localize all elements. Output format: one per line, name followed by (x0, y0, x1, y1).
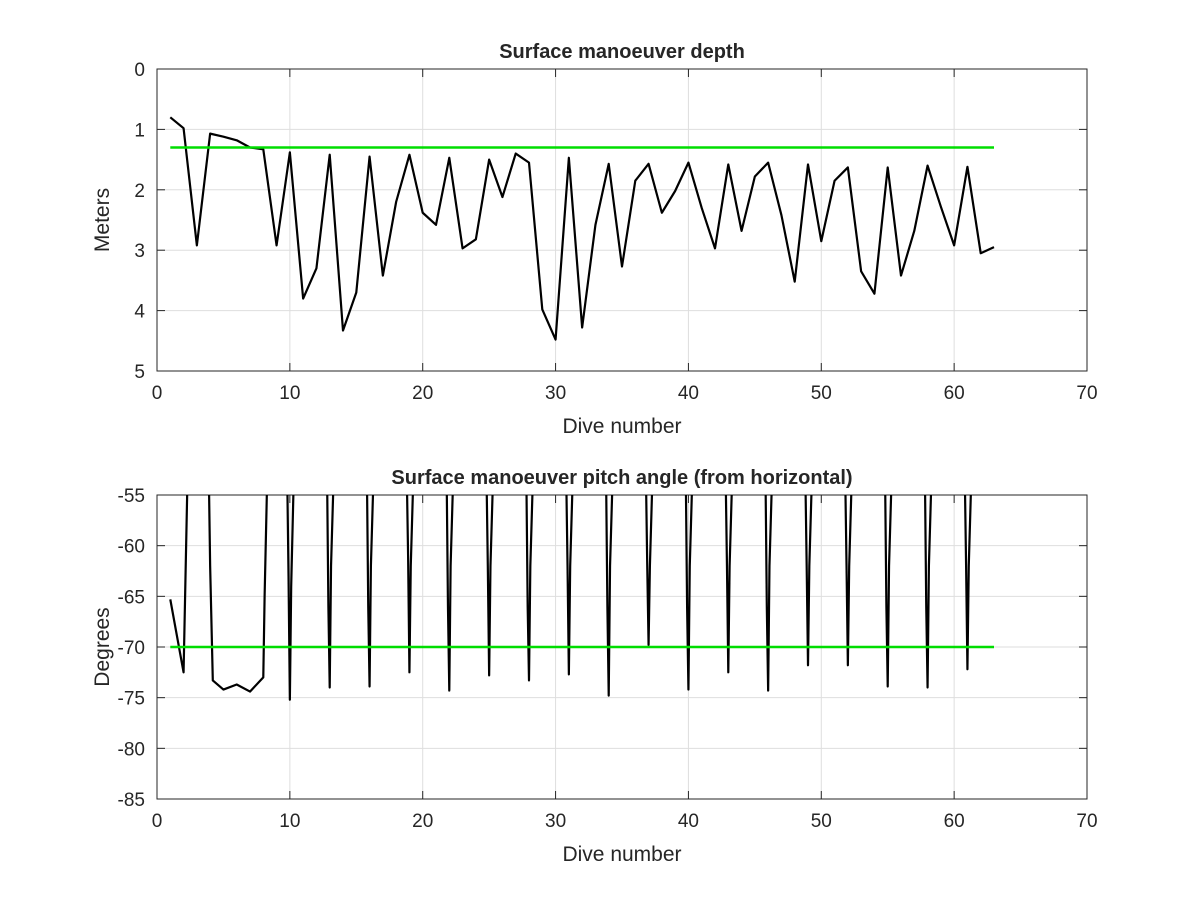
plot-area (169, 495, 994, 701)
x-tick-label: 60 (944, 811, 965, 832)
x-tick-label: 50 (811, 383, 832, 404)
x-tick-label: 20 (412, 811, 433, 832)
y-axis-label: Degrees (91, 607, 114, 686)
chart-title: Surface manoeuver depth (499, 41, 745, 63)
depth-panel: 0 10 20 30 40 50 60 70 0 1 2 3 4 5 Surface manoeuver d… (91, 41, 1098, 438)
x-tick-label: 40 (678, 811, 699, 832)
y-tick-label: -80 (118, 739, 145, 760)
chart-title: Surface manoeuver pitch angle (from hori… (391, 467, 852, 489)
x-tick-label: 0 (152, 811, 163, 832)
y-tick-label: -70 (118, 638, 145, 659)
y-tick-label: -55 (118, 486, 145, 507)
data-series-line (169, 495, 972, 701)
y-tick-label: 3 (134, 241, 145, 262)
x-tick-label: 70 (1076, 383, 1097, 404)
y-tick-label: -85 (118, 790, 145, 811)
x-tick-label: 10 (279, 811, 300, 832)
y-tick-label: -65 (118, 587, 145, 608)
x-tick-label: 60 (944, 383, 965, 404)
x-axis-label: Dive number (562, 415, 681, 438)
x-axis-label: Dive number (562, 843, 681, 866)
x-tick-label: 0 (152, 383, 163, 404)
y-tick-label: 2 (134, 181, 145, 202)
pitch-panel: 0 10 20 30 40 50 60 70 -55 -60 -65 -70 -75 -80 -85 Surf… (91, 467, 1098, 866)
x-tick-label: 30 (545, 383, 566, 404)
axes-frame (156, 68, 1088, 372)
x-tick-label: 30 (545, 811, 566, 832)
data-series-line (169, 116, 995, 341)
y-tick-label: -75 (118, 689, 145, 710)
y-tick-label: 4 (134, 302, 145, 323)
x-tick-label: 50 (811, 811, 832, 832)
x-tick-label: 70 (1076, 811, 1097, 832)
x-tick-label: 40 (678, 383, 699, 404)
y-tick-label: -60 (118, 537, 145, 558)
y-tick-label: 0 (134, 60, 145, 81)
y-tick-label: 5 (134, 362, 145, 383)
y-tick-label: 1 (134, 120, 145, 141)
x-tick-label: 10 (279, 383, 300, 404)
x-tick-label: 20 (412, 383, 433, 404)
y-axis-label: Meters (91, 188, 114, 252)
plot-area (169, 116, 995, 341)
